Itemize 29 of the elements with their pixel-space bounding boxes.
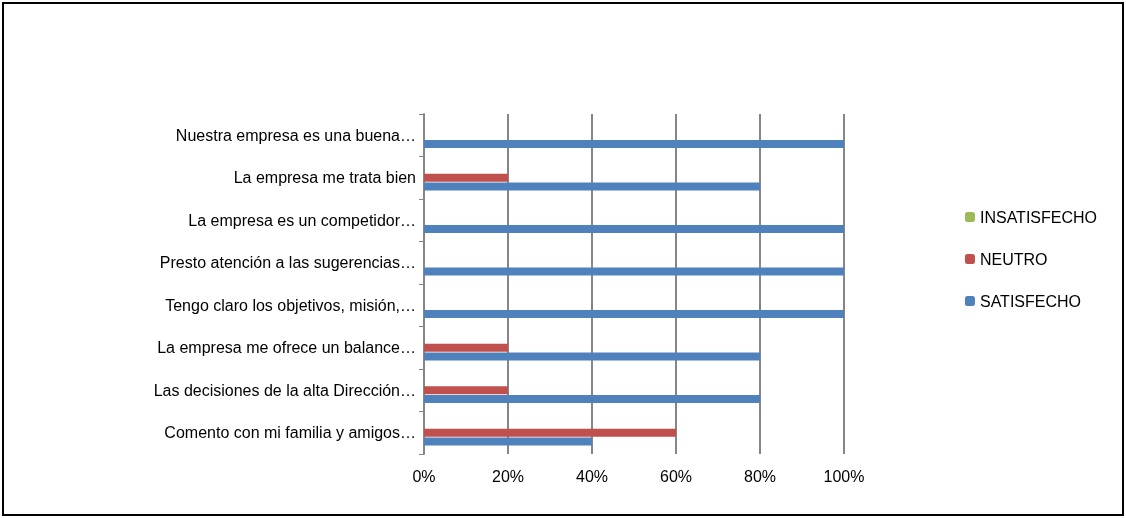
bar xyxy=(424,343,508,352)
bar xyxy=(424,182,760,191)
bar xyxy=(424,310,844,319)
y-tick-label: La empresa me ofrece un balance… xyxy=(157,339,416,357)
x-tick-label: 80% xyxy=(743,467,777,485)
legend-label: NEUTRO xyxy=(979,250,1048,268)
x-tick-label: 40% xyxy=(575,467,609,485)
y-tick-label: Presto atención a las sugerencias… xyxy=(159,254,416,272)
bar xyxy=(424,173,508,182)
legend-label: SATISFECHO xyxy=(979,292,1081,310)
bar xyxy=(424,267,844,276)
y-tick-label: Nuestra empresa es una buena… xyxy=(175,126,416,144)
y-tick-label: La empresa me trata bien xyxy=(233,169,416,187)
y-tick-label: Tengo claro los objetivos, misión,… xyxy=(165,296,416,314)
bar xyxy=(424,352,760,361)
bar xyxy=(424,428,676,437)
y-tick-label: La empresa es un competidor… xyxy=(188,211,416,229)
x-tick-label: 60% xyxy=(659,467,693,485)
y-tick-label: Las decisiones de la alta Dirección… xyxy=(153,381,416,399)
bar xyxy=(424,386,508,395)
x-tick-label: 0% xyxy=(412,467,436,485)
bar xyxy=(424,225,844,234)
y-tick-label: Comento con mi familia y amigos… xyxy=(164,424,416,442)
legend-label: INSATISFECHO xyxy=(979,208,1097,226)
bar xyxy=(424,140,844,149)
x-tick-label: 100% xyxy=(823,467,865,485)
x-tick-label: 20% xyxy=(491,467,525,485)
bar xyxy=(424,395,760,404)
bar xyxy=(424,437,592,446)
